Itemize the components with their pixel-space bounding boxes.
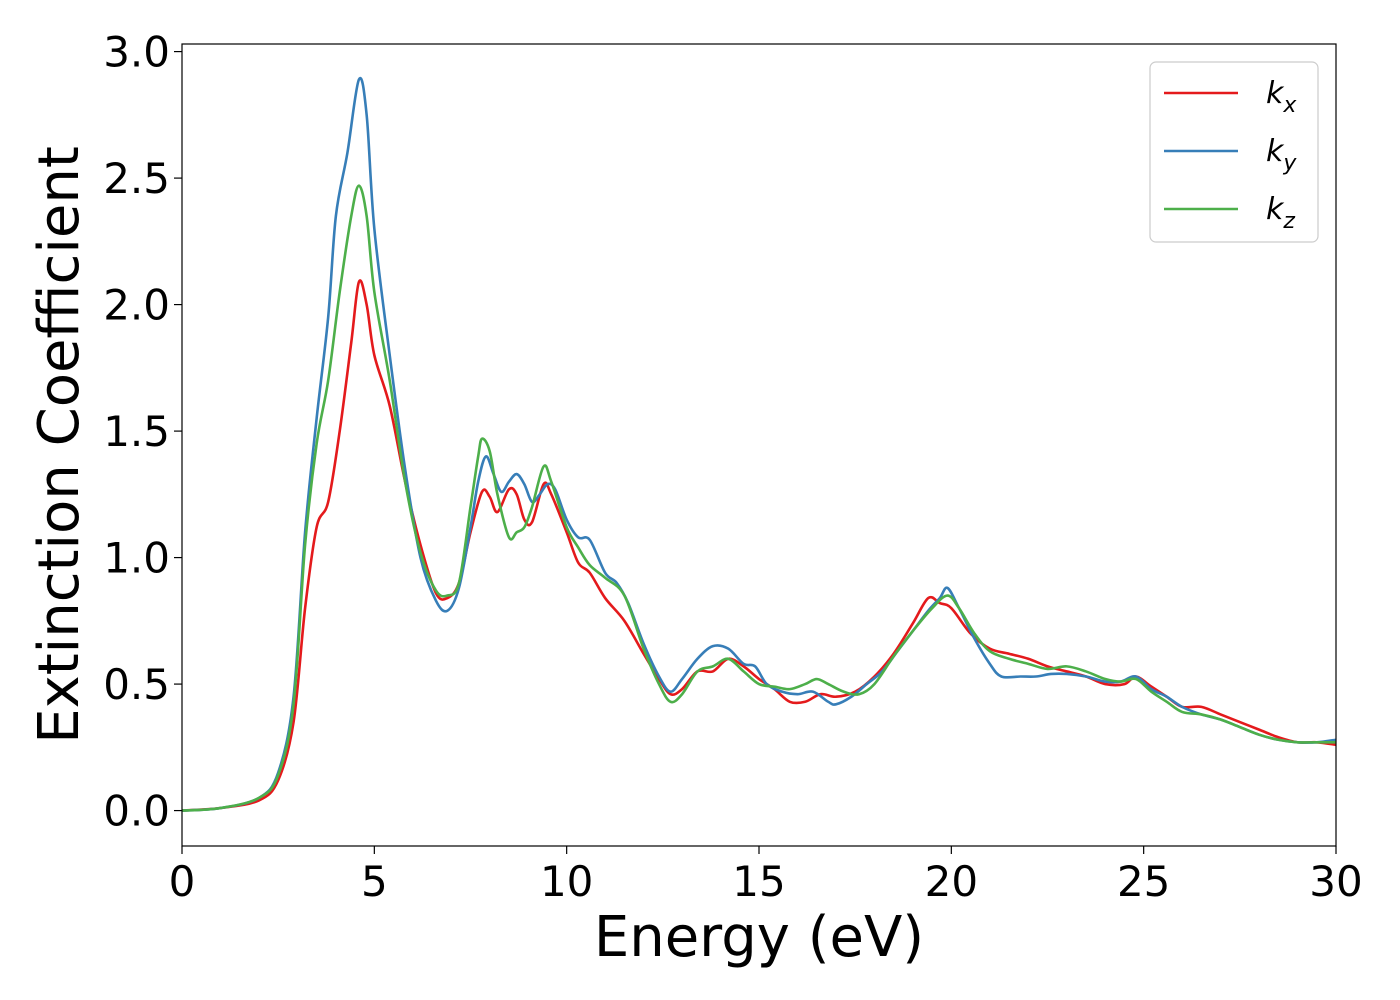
y-axis-ticks: 0.0 0.5 1.0 1.5 2.0 2.5 3.0: [103, 28, 182, 836]
series-lines: [181, 76, 1337, 812]
x-tick-label: 10: [540, 857, 593, 906]
y-tick-label: 0.0: [103, 787, 170, 836]
y-tick-label: 1.0: [103, 534, 170, 583]
y-tick-label: 0.5: [103, 660, 170, 709]
y-axis-title: Extinction Coefficient: [27, 146, 92, 744]
y-tick-label: 3.0: [103, 28, 170, 77]
legend-label-x: kx: [1266, 76, 1297, 118]
y-tick-label: 2.0: [103, 281, 170, 330]
series-line-z: [181, 184, 1336, 812]
x-axis-title: Energy (eV): [594, 905, 924, 970]
x-tick-label: 0: [169, 857, 196, 906]
x-tick-label: 5: [361, 857, 388, 906]
x-axis-ticks: 0 5 10 15 20 25 30: [169, 846, 1363, 906]
y-tick-label: 1.5: [103, 407, 170, 456]
legend: kx ky kz: [1149, 61, 1319, 243]
x-tick-label: 25: [1117, 857, 1170, 906]
series-line-y: [181, 76, 1337, 812]
legend-label-y: ky: [1266, 134, 1297, 176]
series-line-x: [181, 279, 1337, 812]
x-tick-label: 20: [925, 857, 978, 906]
x-tick-label: 30: [1309, 857, 1362, 906]
x-tick-label: 15: [732, 857, 785, 906]
y-tick-label: 2.5: [103, 154, 170, 203]
legend-label-z: kz: [1266, 192, 1295, 234]
